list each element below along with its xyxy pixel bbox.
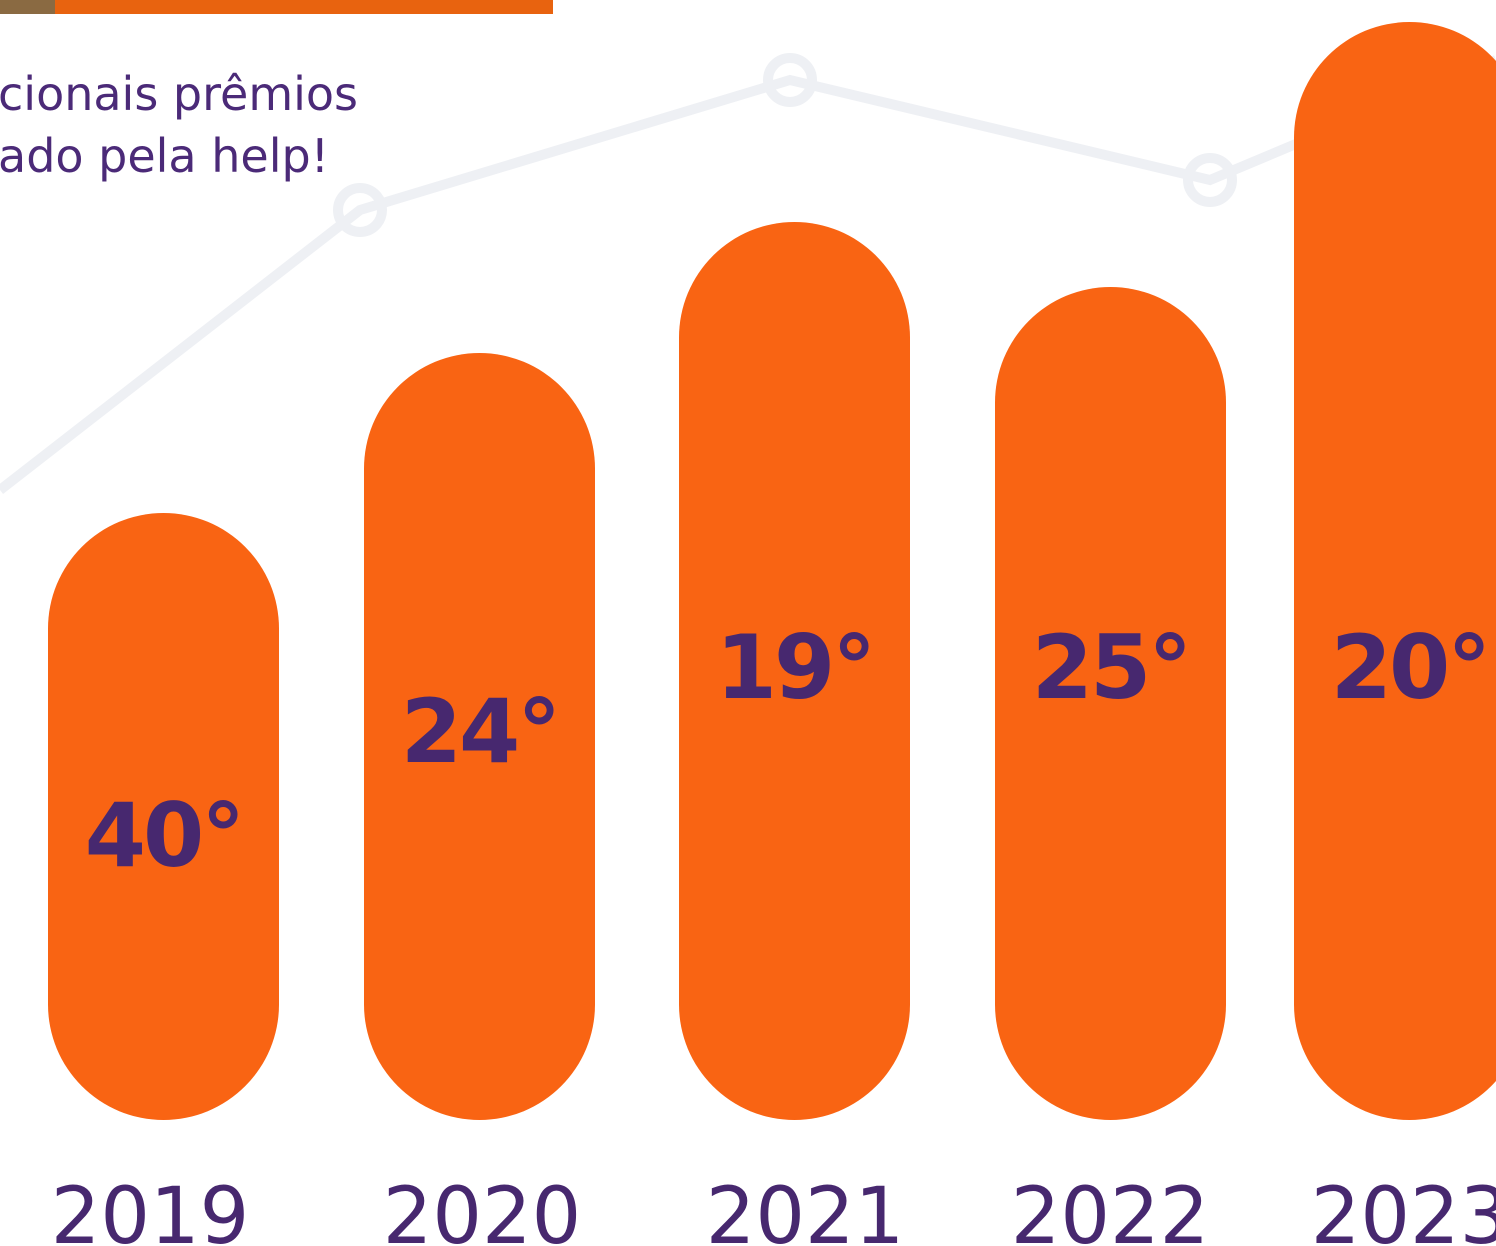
rank-label: 25°: [1032, 616, 1189, 719]
ranking-bars: 40° 2019 24° 2020 19° 2021 25° 2022 20° 2023: [48, 22, 1496, 1246]
intro-line: cionais prêmios: [0, 67, 358, 121]
thumbnail-image: [0, 0, 55, 14]
year-label: 2019: [51, 1172, 250, 1246]
year-label: 2022: [1011, 1172, 1210, 1246]
year-label: 2020: [383, 1172, 582, 1246]
year-label: 2021: [706, 1172, 905, 1246]
intro-line: ado pela help!: [0, 129, 329, 183]
stage: cionais prêmios ado pela help! 40° 2019 24…: [0, 0, 1496, 1246]
rank-label: 20°: [1331, 616, 1488, 719]
top-banner: [55, 0, 553, 14]
rank-label: 24°: [401, 680, 558, 783]
rank-label: 19°: [716, 616, 873, 719]
year-label: 2023: [1311, 1172, 1496, 1246]
page: {"intro": {"lines": ["cionais prêmios", …: [0, 0, 1496, 1246]
rank-label: 40°: [85, 784, 242, 887]
ranking-pill: [1294, 22, 1496, 1120]
